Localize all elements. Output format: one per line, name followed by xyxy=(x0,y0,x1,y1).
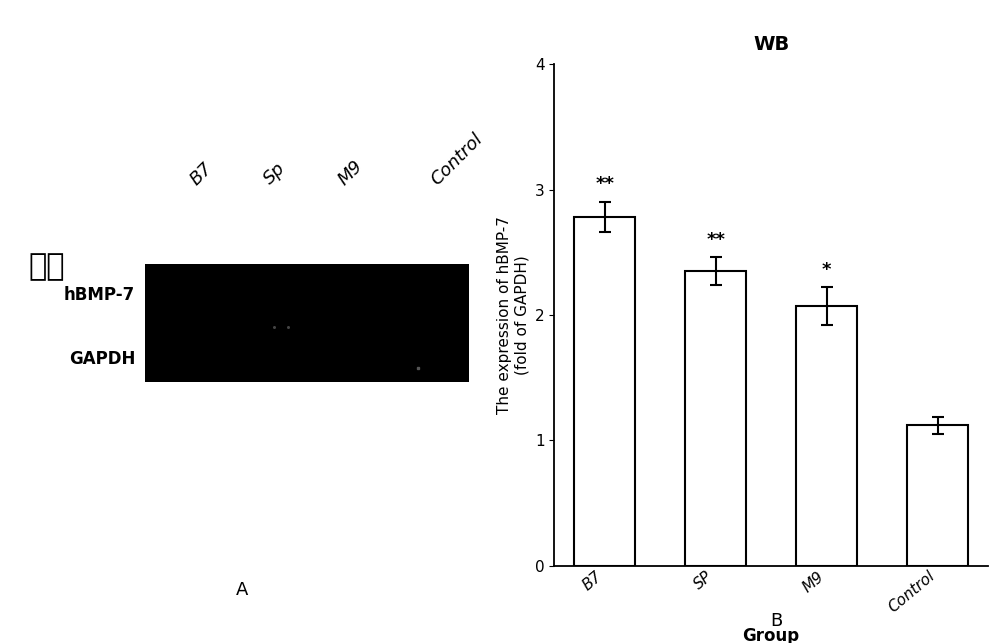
Bar xyxy=(907,426,968,566)
Bar xyxy=(575,217,635,566)
Text: 胞内: 胞内 xyxy=(28,252,66,281)
Bar xyxy=(144,264,469,382)
Bar xyxy=(685,271,746,566)
Text: Sp: Sp xyxy=(260,159,289,188)
Y-axis label: The expression of hBMP-7
(fold of GAPDH): The expression of hBMP-7 (fold of GAPDH) xyxy=(497,216,529,414)
Text: **: ** xyxy=(595,176,614,194)
Text: B7: B7 xyxy=(186,159,216,188)
Text: GAPDH: GAPDH xyxy=(69,350,135,368)
Title: WB: WB xyxy=(753,35,789,55)
X-axis label: Group: Group xyxy=(743,627,799,643)
Text: Control: Control xyxy=(427,129,486,188)
Text: hBMP-7: hBMP-7 xyxy=(65,287,135,304)
Bar xyxy=(796,306,857,566)
Text: M9: M9 xyxy=(335,157,367,188)
Text: *: * xyxy=(822,260,832,278)
Text: A: A xyxy=(236,581,248,599)
Text: **: ** xyxy=(707,231,725,249)
Text: B: B xyxy=(770,612,782,630)
